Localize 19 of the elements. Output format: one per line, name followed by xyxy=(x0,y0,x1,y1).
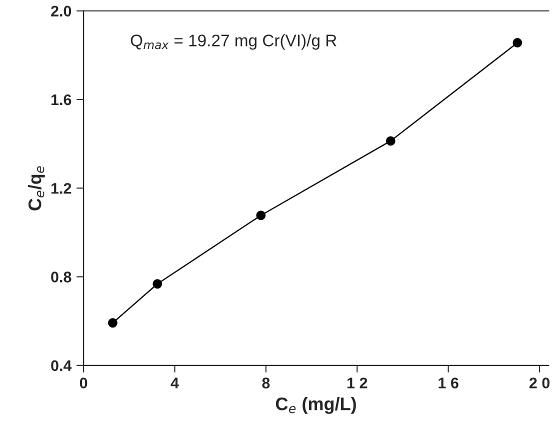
point xyxy=(256,210,266,220)
y-tick-label: 1.6 xyxy=(51,94,72,106)
x-axis-title: C$_{e}$ (mg/L) xyxy=(276,397,356,414)
y-tick-label: 0.4 xyxy=(51,360,72,372)
point xyxy=(386,136,396,146)
annotation: Q$_{max}$ = 19.27 mg Cr(VI)/g R xyxy=(130,34,336,50)
x-tick-label: 4 xyxy=(170,378,179,388)
y-tick-label: 1.2 xyxy=(51,183,72,194)
x-tick-label: 0 xyxy=(80,378,88,388)
point xyxy=(152,279,162,289)
x-tick-label: 2 0 xyxy=(529,378,550,388)
y-tick-label: 0.8 xyxy=(51,272,72,282)
y-axis-title: C$_{e}$/q$_{e}$ xyxy=(28,166,45,210)
x-tick-label: 1 6 xyxy=(438,378,458,388)
x-tick-label: 8 xyxy=(262,378,270,388)
point xyxy=(108,318,118,328)
y-tick-label: 2.0 xyxy=(51,6,72,17)
point xyxy=(512,38,522,48)
x-tick-label: 1 2 xyxy=(347,378,368,388)
